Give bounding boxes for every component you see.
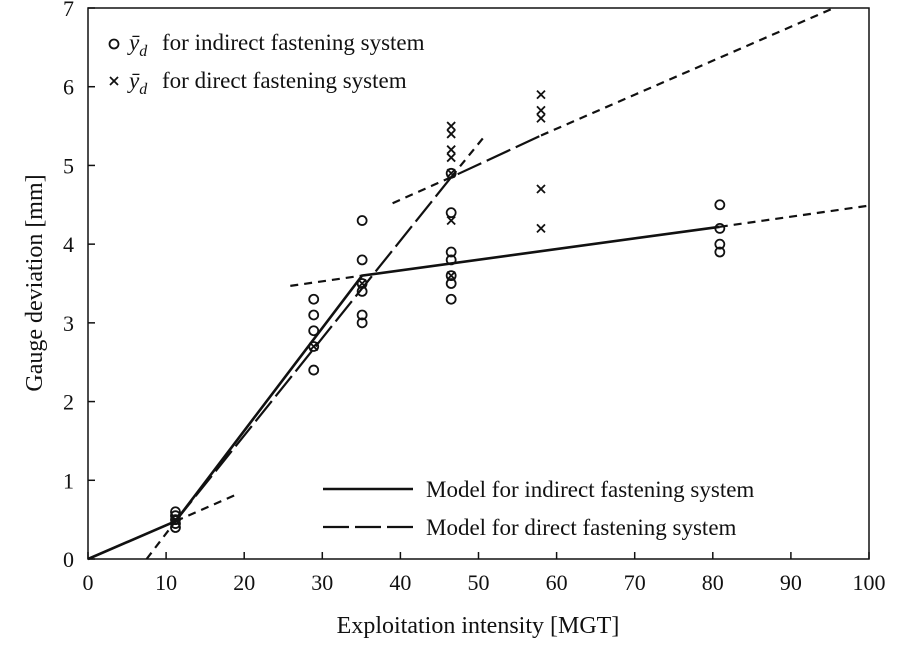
y-tick-label: 0 [63,547,74,572]
x-tick-label: 10 [155,570,177,595]
data-point-cross [446,270,456,281]
data-point-cross [170,515,181,525]
x-tick-label: 100 [853,570,886,595]
extrapolation-line [290,274,363,287]
extrapolation-line [392,176,452,205]
legend-scatter: ȳd for indirect fastening system ȳd for … [108,30,425,98]
legend-scatter-text-1: for indirect fastening system [162,30,425,55]
data-point-circle [308,309,320,321]
x-tick-label: 80 [702,570,724,595]
x-axis-label: Exploitation intensity [MGT] [337,613,620,639]
data-point-cross [446,145,456,155]
model-line-direct [174,134,542,522]
data-point-circle [445,207,457,219]
legend-symbol-2: ȳd [127,68,148,98]
data-point-circle [356,254,368,266]
extrapolation-line [175,493,237,523]
data-point-circle [714,246,726,258]
data-point-cross [446,215,456,226]
data-point-circle [714,222,726,234]
data-point-circle [308,325,320,337]
data-point-cross [536,89,546,100]
data-point-circle [445,167,457,179]
x-tick-label: 90 [780,570,802,595]
data-point-cross [536,223,546,234]
x-tick-label: 30 [311,570,333,595]
data-point-cross [446,168,456,178]
data-point-circle [356,285,368,297]
legend-lines: Model for indirect fastening system Mode… [323,477,754,540]
data-point-cross [536,184,546,194]
extrapolation-line [450,137,485,178]
points-layer [170,89,726,533]
x-tick-label: 50 [468,570,490,595]
data-point-circle [714,199,726,211]
extrapolation-line [145,520,177,560]
data-point-circle [356,215,368,226]
legend-symbol-1: ȳd [127,30,148,60]
data-point-circle [356,278,368,289]
data-point-circle [308,364,320,376]
data-point-circle [714,238,726,250]
y-tick-label: 1 [63,468,74,493]
data-point-circle [170,514,181,526]
data-point-cross [309,341,319,352]
y-tick-label: 5 [63,153,74,178]
y-tick-label: 7 [63,0,74,21]
data-point-circle [445,293,457,305]
x-tick-label: 70 [624,570,646,595]
data-point-cross [446,152,456,163]
data-point-circle [445,246,457,258]
y-tick-label: 6 [63,75,74,100]
data-point-circle [356,317,368,329]
legend-line-label-1: Model for indirect fastening system [426,477,754,502]
y-axis-label: Gauge deviation [mm] [22,174,48,391]
data-point-circle [445,254,457,266]
data-point-circle [308,341,320,352]
data-point-cross [357,278,367,289]
x-tick-label: 0 [83,570,94,595]
data-point-cross [536,113,546,123]
ticks-layer: 0 10 20 30 40 50 60 70 80 90 100 0 1 2 3 4 5 6 7 [63,0,886,595]
y-tick-label: 2 [63,390,74,415]
data-point-cross [446,129,456,139]
data-point-circle [445,278,457,289]
y-tick-label: 3 [63,311,74,336]
x-tick-label: 60 [546,570,568,595]
legend-line-label-2: Model for direct fastening system [426,515,737,540]
data-point-cross [446,121,456,131]
model-line-indirect [87,225,720,561]
y-tick-label: 4 [63,232,74,257]
legend-cross-marker [109,76,119,86]
data-point-circle [170,522,181,533]
data-point-circle [356,309,368,321]
data-point-cross [536,105,546,115]
data-point-circle [308,293,320,305]
extrapolation-line [719,204,870,228]
data-point-circle [170,506,181,518]
legend-scatter-text-2: for direct fastening system [162,68,407,93]
legend-circle-marker [108,38,120,50]
x-tick-label: 40 [389,570,411,595]
data-point-circle [445,270,457,282]
x-tick-label: 20 [233,570,255,595]
extrapolation-line [540,6,835,137]
